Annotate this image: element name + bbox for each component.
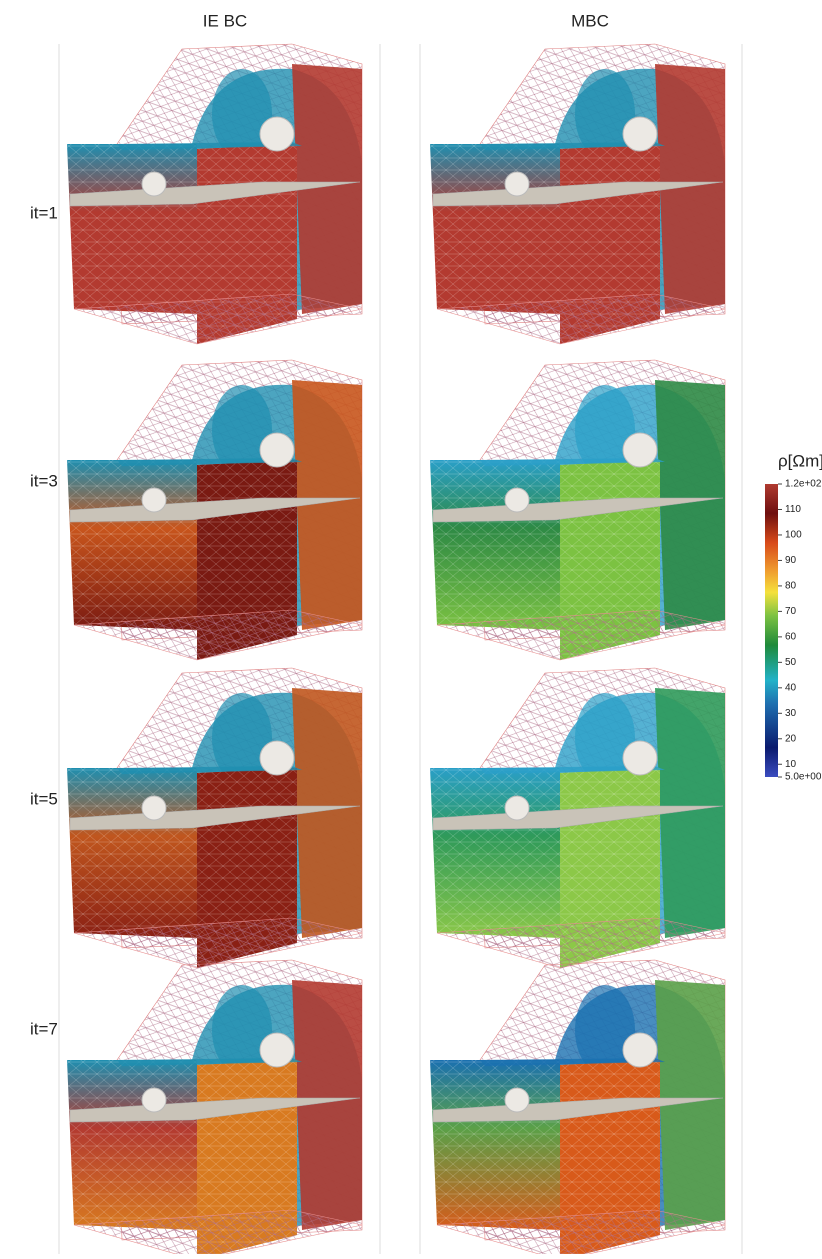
sphere — [141, 171, 167, 197]
sphere — [259, 432, 295, 468]
gray-plane — [69, 181, 361, 207]
gray-plane — [69, 805, 361, 831]
sphere — [504, 795, 530, 821]
colorbar-tick-label: 30 — [785, 708, 797, 719]
floor-mesh — [73, 293, 363, 345]
column-header: MBC — [571, 11, 609, 30]
left-slice-mesh — [67, 1060, 197, 1230]
gray-plane — [69, 497, 361, 523]
right-wall — [292, 380, 362, 630]
gray-plane — [432, 181, 724, 207]
sphere — [622, 740, 658, 776]
left-slice-mesh — [67, 768, 197, 938]
left-slice-mesh — [67, 144, 197, 314]
colorbar — [765, 484, 778, 777]
left-slice-mesh — [430, 460, 560, 630]
render-panel — [67, 667, 363, 969]
anomaly — [575, 69, 635, 159]
colorbar-tick-label: 70 — [785, 606, 797, 617]
gray-plane — [69, 1097, 361, 1123]
sphere — [622, 116, 658, 152]
sphere — [504, 1087, 530, 1113]
render-panel — [430, 43, 726, 345]
colorbar-tick-label: 90 — [785, 555, 797, 566]
floor-mesh — [73, 917, 363, 969]
render-panel — [67, 43, 363, 345]
right-wall — [655, 64, 725, 314]
colorbar-tick-label: 5.0e+00 — [785, 772, 822, 783]
row-label: it=5 — [30, 789, 58, 808]
floor-mesh — [436, 1209, 726, 1259]
render-panel — [430, 959, 726, 1259]
sphere — [141, 487, 167, 513]
left-slice-mesh — [430, 768, 560, 938]
colorbar-tick-label: 1.2e+02 — [785, 479, 822, 490]
top-plane — [480, 142, 665, 150]
render-panel — [67, 359, 363, 661]
render-panel — [430, 359, 726, 661]
colorbar-tick-label: 40 — [785, 682, 797, 693]
row-label: it=1 — [30, 203, 58, 222]
left-slice-mesh — [430, 144, 560, 314]
top-plane — [117, 1058, 302, 1066]
colorbar-tick-label: 110 — [785, 504, 801, 515]
floor-mesh — [73, 609, 363, 661]
column-header: IE BC — [203, 11, 247, 30]
floor-mesh — [436, 609, 726, 661]
sphere — [141, 1087, 167, 1113]
anomaly — [212, 69, 272, 159]
row-label: it=3 — [30, 471, 58, 490]
anomaly — [575, 985, 635, 1075]
gray-plane — [432, 1097, 724, 1123]
sphere — [259, 116, 295, 152]
top-plane — [480, 1058, 665, 1066]
sphere — [259, 1032, 295, 1068]
colorbar-tick-label: 10 — [785, 759, 797, 770]
top-plane — [480, 766, 665, 774]
sphere — [622, 1032, 658, 1068]
right-wall — [292, 64, 362, 314]
anomaly — [212, 385, 272, 475]
floor-mesh — [436, 917, 726, 969]
right-wall — [292, 980, 362, 1230]
gray-plane — [432, 805, 724, 831]
colorbar-tick-label: 20 — [785, 733, 797, 744]
anomaly — [575, 693, 635, 783]
right-wall — [655, 980, 725, 1230]
render-panel — [67, 959, 363, 1259]
colorbar-tick-label: 100 — [785, 530, 802, 541]
colorbar-tick-label: 60 — [785, 632, 797, 643]
sphere — [141, 795, 167, 821]
right-wall — [655, 688, 725, 938]
colorbar-title: ρ[Ωm] — [778, 451, 822, 470]
floor-mesh — [73, 1209, 363, 1259]
colorbar-tick-label: 50 — [785, 657, 797, 668]
sphere — [259, 740, 295, 776]
right-wall — [655, 380, 725, 630]
left-slice-mesh — [430, 1060, 560, 1230]
anomaly — [212, 985, 272, 1075]
colorbar-tick-label: 80 — [785, 581, 797, 592]
left-slice-mesh — [67, 460, 197, 630]
render-panel — [430, 667, 726, 969]
top-plane — [117, 458, 302, 466]
top-plane — [117, 142, 302, 150]
row-label: it=7 — [30, 1019, 58, 1038]
top-plane — [117, 766, 302, 774]
sphere — [622, 432, 658, 468]
gray-plane — [432, 497, 724, 523]
top-plane — [480, 458, 665, 466]
right-wall — [292, 688, 362, 938]
floor-mesh — [436, 293, 726, 345]
anomaly — [575, 385, 635, 475]
anomaly — [212, 693, 272, 783]
sphere — [504, 171, 530, 197]
sphere — [504, 487, 530, 513]
